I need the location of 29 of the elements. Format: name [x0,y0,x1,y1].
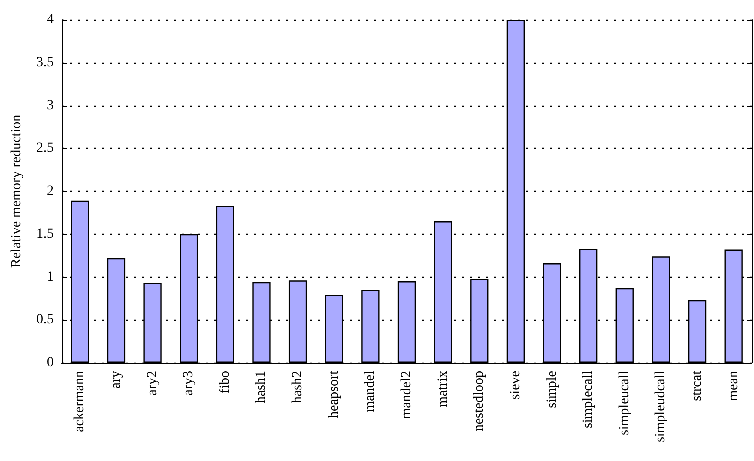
x-tick-label: hash1 [254,371,270,404]
x-tick-label: simpleucall [617,370,632,436]
x-tick-label: mandel [363,370,378,412]
y-tick-label: 3.5 [36,55,54,70]
x-tick-label: matrix [436,371,451,408]
x-tick-label: nestedloop [472,371,488,432]
y-tick-label: 4 [47,12,54,28]
y-tick-label: 0 [47,356,54,370]
x-tick-label: heapsort [326,370,342,418]
x-tick-label: hash2 [290,371,306,404]
x-tick-label: fibo [218,371,233,394]
y-tick-label: 0.5 [36,312,54,328]
x-tick-label: mandel2 [400,371,414,420]
y-axis-title: Relative memory reduction [10,114,24,268]
y-tick-label: 1 [47,270,54,285]
x-tick-label: ary2 [145,371,160,396]
x-tick-label: strcat [690,370,706,402]
x-tick-label: simpleudcall [654,370,669,443]
x-tick-label: sieve [508,371,524,400]
x-tick-label: simple [544,371,560,408]
y-tick-label: 2 [47,184,54,199]
x-tick-label: ary [108,371,124,389]
x-tick-label: mean [726,371,742,402]
y-tick-label: 2.5 [36,141,54,156]
x-tick-label: ackermann [72,371,88,432]
x-tick-label: ary3 [182,371,197,396]
y-tick-label: 1.5 [36,226,54,242]
x-tick-label: simplecall [581,370,596,429]
y-tick-label: 3 [47,98,54,114]
